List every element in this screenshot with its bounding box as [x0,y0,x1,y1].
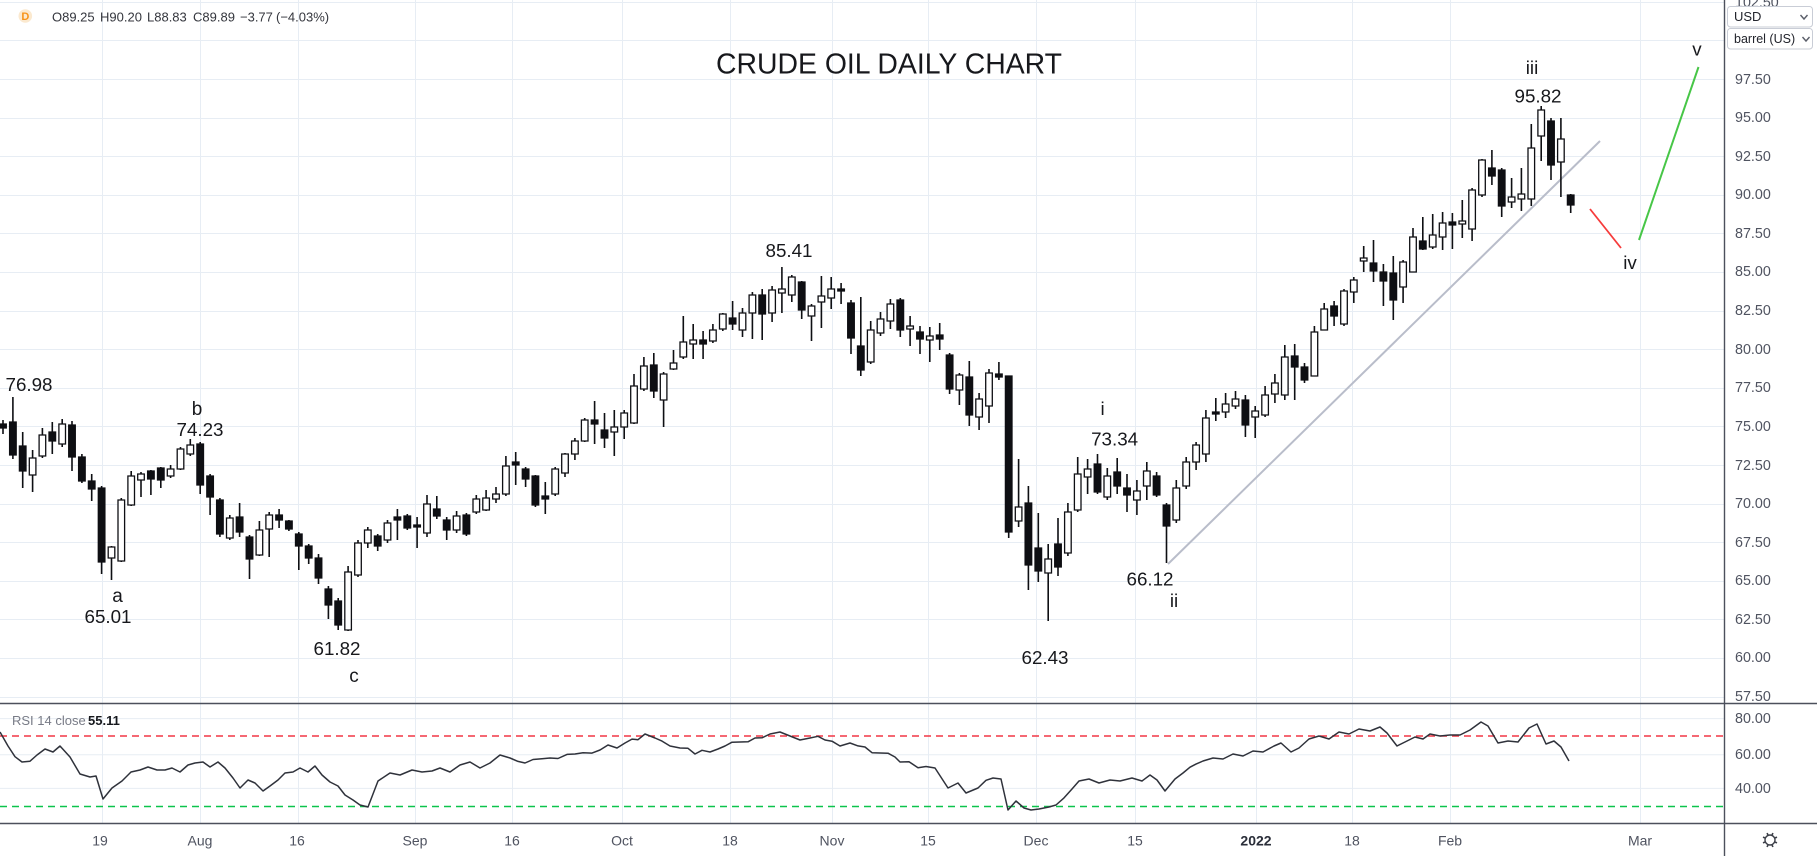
svg-text:19: 19 [92,833,108,849]
svg-text:RSI 14 close: RSI 14 close [12,713,86,728]
svg-text:H90.20: H90.20 [100,10,142,25]
svg-text:65.00: 65.00 [1735,573,1771,589]
svg-text:80.00: 80.00 [1735,711,1771,727]
svg-text:−3.77: −3.77 [240,10,273,25]
svg-text:16: 16 [289,833,305,849]
svg-text:102.50: 102.50 [1735,0,1779,11]
svg-text:L88.83: L88.83 [147,10,187,25]
svg-text:Feb: Feb [1438,833,1462,849]
svg-text:O89.25: O89.25 [52,10,95,25]
svg-text:15: 15 [1127,833,1143,849]
svg-text:67.50: 67.50 [1735,535,1771,551]
svg-text:18: 18 [1344,833,1360,849]
svg-text:80.00: 80.00 [1735,342,1771,358]
svg-text:90.00: 90.00 [1735,187,1771,203]
svg-text:Mar: Mar [1628,833,1652,849]
svg-text:76.98: 76.98 [6,374,53,395]
svg-text:66.12: 66.12 [1127,569,1174,590]
svg-text:72.50: 72.50 [1735,458,1771,474]
svg-text:74.23: 74.23 [177,419,224,440]
svg-text:16: 16 [504,833,520,849]
svg-text:60.00: 60.00 [1735,747,1771,763]
svg-text:92.50: 92.50 [1735,149,1771,165]
svg-text:USD: USD [1734,9,1761,24]
svg-text:70.00: 70.00 [1735,496,1771,512]
svg-text:40.00: 40.00 [1735,781,1771,797]
svg-text:iv: iv [1623,252,1637,273]
svg-text:Dec: Dec [1024,833,1049,849]
svg-text:57.50: 57.50 [1735,689,1771,705]
svg-text:barrel (US): barrel (US) [1734,32,1795,46]
svg-text:v: v [1692,39,1702,60]
svg-text:Nov: Nov [820,833,845,849]
svg-text:77.50: 77.50 [1735,380,1771,396]
svg-text:18: 18 [722,833,738,849]
svg-text:iii: iii [1526,57,1539,78]
svg-text:62.43: 62.43 [1022,647,1069,668]
svg-text:85.00: 85.00 [1735,264,1771,280]
svg-text:Sep: Sep [403,833,428,849]
svg-text:73.34: 73.34 [1091,429,1138,450]
svg-text:Aug: Aug [188,833,213,849]
svg-text:(−4.03%): (−4.03%) [276,10,329,25]
svg-text:95.82: 95.82 [1515,86,1562,107]
svg-text:C89.89: C89.89 [193,10,235,25]
svg-text:D: D [21,11,29,23]
svg-text:82.50: 82.50 [1735,303,1771,319]
svg-text:i: i [1101,398,1105,419]
svg-text:95.00: 95.00 [1735,110,1771,126]
svg-text:75.00: 75.00 [1735,419,1771,435]
svg-text:2022: 2022 [1240,833,1271,849]
svg-text:87.50: 87.50 [1735,226,1771,242]
svg-text:15: 15 [920,833,936,849]
svg-text:a: a [112,586,123,607]
svg-text:c: c [349,666,359,687]
svg-text:55.11: 55.11 [88,713,120,728]
svg-text:b: b [192,399,203,420]
svg-text:CRUDE OIL DAILY CHART: CRUDE OIL DAILY CHART [716,49,1062,81]
svg-text:97.50: 97.50 [1735,72,1771,88]
svg-text:ii: ii [1170,590,1178,611]
svg-text:60.00: 60.00 [1735,650,1771,666]
svg-text:85.41: 85.41 [766,240,813,261]
svg-text:65.01: 65.01 [85,606,132,627]
svg-text:Oct: Oct [611,833,633,849]
svg-text:61.82: 61.82 [314,638,361,659]
svg-text:62.50: 62.50 [1735,612,1771,628]
